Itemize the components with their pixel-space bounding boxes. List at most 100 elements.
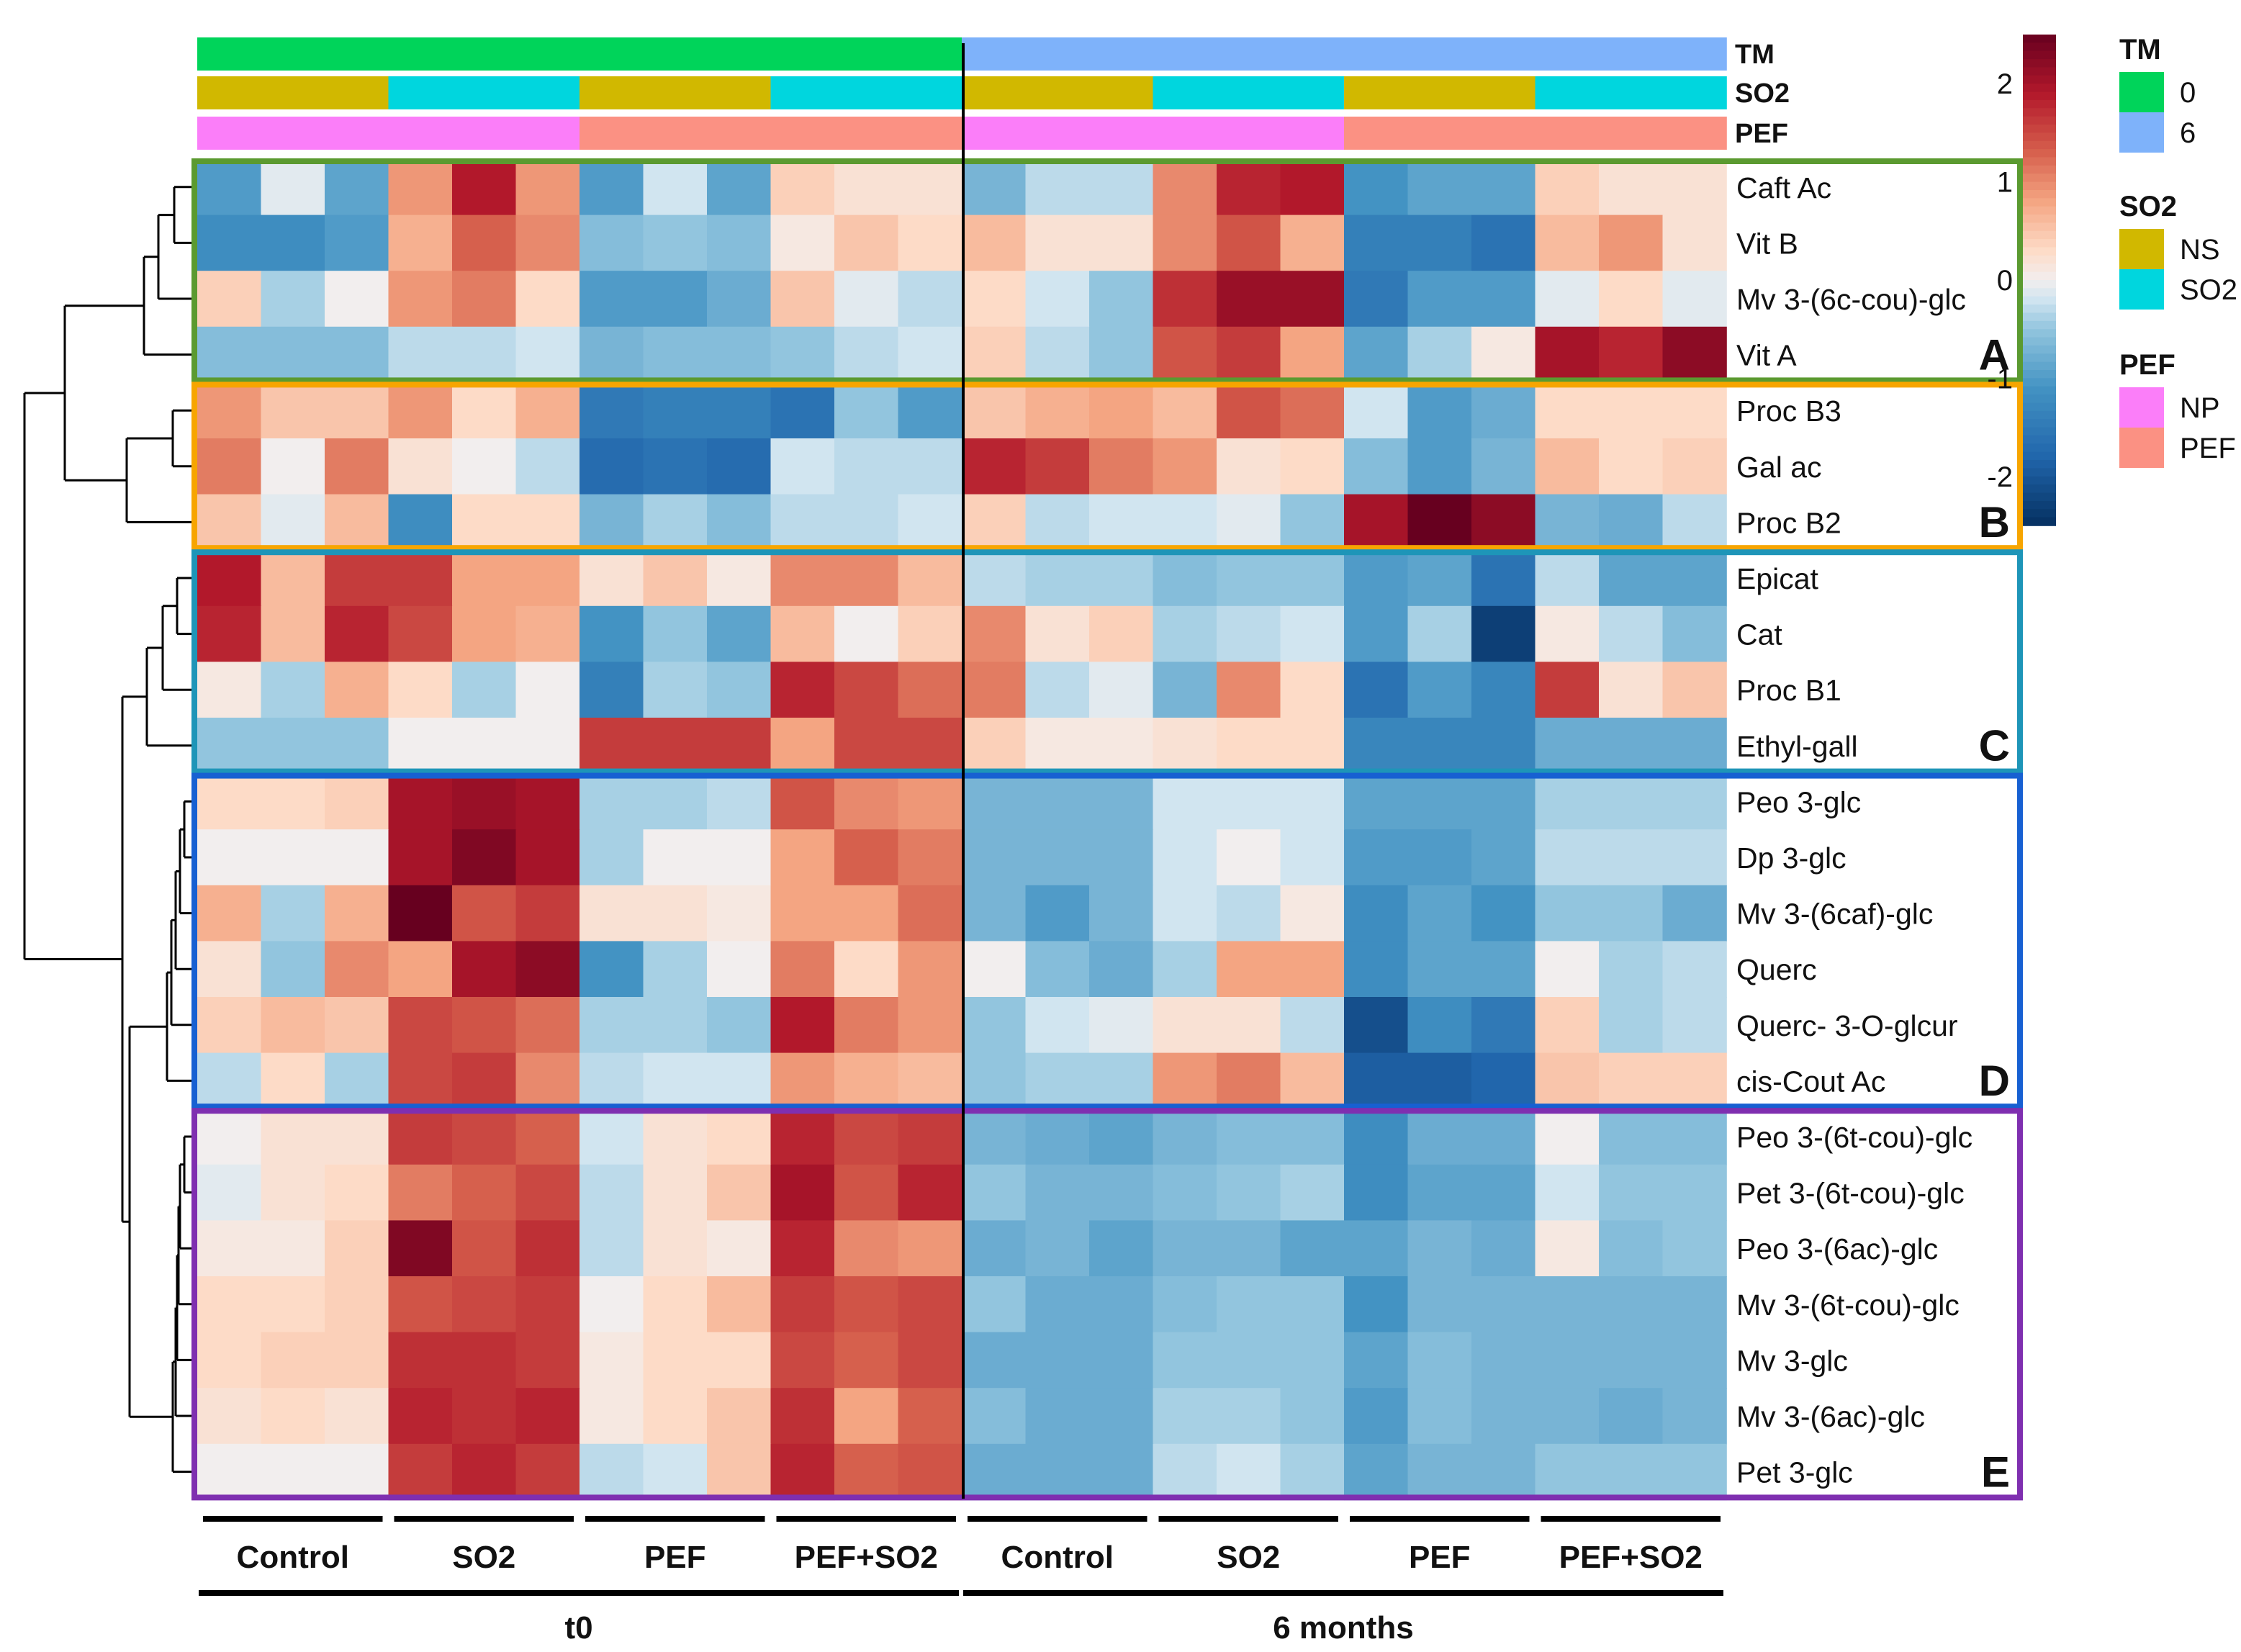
heatmap-cell: [1089, 1443, 1154, 1501]
heatmap-cell: [1089, 941, 1154, 998]
column-group-label: PEF+SO2: [795, 1540, 938, 1575]
heatmap-cell: [197, 997, 262, 1054]
color-scale-segment: [2023, 460, 2056, 469]
annotation-cell-pef: [834, 117, 899, 150]
color-scale-segment: [2023, 370, 2056, 379]
heatmap-cell: [834, 550, 899, 607]
heatmap-cell: [1535, 438, 1600, 495]
heatmap-cell: [1089, 382, 1154, 439]
heatmap-cell: [962, 1443, 1027, 1501]
color-scale-segment: [2023, 419, 2056, 428]
heatmap-cell: [1407, 1109, 1472, 1165]
heatmap-cell: [580, 1220, 644, 1277]
heatmap-cell: [515, 550, 580, 607]
heatmap-cell: [1153, 829, 1217, 886]
heatmap-cell: [1599, 550, 1664, 607]
row-label: Vit A: [1736, 339, 1797, 372]
heatmap-cell: [643, 1276, 708, 1333]
heatmap-cell: [1662, 605, 1727, 663]
legend-label: 0: [2180, 77, 2196, 109]
heatmap-cell: [1662, 1220, 1727, 1277]
heatmap-cell: [261, 271, 325, 328]
heatmap-cell: [261, 1276, 325, 1333]
heatmap-cell: [962, 382, 1027, 439]
heatmap-cell: [643, 718, 708, 775]
heatmap-cell: [580, 1052, 644, 1109]
heatmap-cell: [1599, 1109, 1664, 1165]
heatmap-cell: [388, 271, 453, 328]
heatmap-cell: [834, 885, 899, 942]
heatmap-cell: [1089, 1220, 1154, 1277]
heatmap-cell: [1407, 1220, 1472, 1277]
heatmap-cell: [580, 1443, 644, 1501]
heatmap-cell: [261, 997, 325, 1054]
heatmap-cell: [1153, 773, 1217, 830]
annotation-cell-tm: [1280, 37, 1345, 71]
heatmap-cell: [1662, 215, 1727, 271]
heatmap-cell: [1599, 829, 1664, 886]
heatmap-cell: [1089, 1332, 1154, 1389]
heatmap-cell: [1025, 1443, 1090, 1501]
heatmap-cell: [1599, 718, 1664, 775]
color-scale-segment: [2023, 296, 2056, 305]
heatmap-cell: [1471, 159, 1536, 216]
heatmap-cell: [834, 662, 899, 718]
heatmap-cell: [197, 941, 262, 998]
color-scale-segment: [2023, 35, 2056, 44]
color-scale-segment: [2023, 394, 2056, 404]
heatmap-cell: [1153, 1276, 1217, 1333]
row-label: Cat: [1736, 618, 1782, 651]
heatmap-cell: [515, 1276, 580, 1333]
heatmap-cell: [1153, 550, 1217, 607]
heatmap-cell: [1662, 271, 1727, 328]
heatmap-cell: [1217, 773, 1281, 830]
heatmap-cell: [452, 718, 517, 775]
heatmap-cell: [643, 941, 708, 998]
heatmap-cell: [1662, 382, 1727, 439]
annotation-cell-so2: [1662, 76, 1727, 109]
heatmap-cell: [1662, 941, 1727, 998]
heatmap-cell: [1089, 494, 1154, 551]
row-label: Querc: [1736, 953, 1817, 986]
color-scale-segment: [2023, 83, 2056, 93]
heatmap-cell: [898, 1220, 962, 1277]
heatmap-cell: [580, 550, 644, 607]
annotation-cell-pef: [580, 117, 644, 150]
heatmap-cell: [898, 1443, 962, 1501]
heatmap-cell: [261, 773, 325, 830]
heatmap-cell: [1217, 159, 1281, 216]
heatmap-cell: [1280, 438, 1345, 495]
color-scale-segment: [2023, 50, 2056, 60]
heatmap-cell: [707, 1332, 772, 1389]
heatmap-cell: [1662, 1388, 1727, 1445]
color-scale-segment: [2023, 230, 2056, 240]
heatmap-cell: [452, 271, 517, 328]
heatmap-cell: [643, 1164, 708, 1222]
heatmap-cell: [388, 997, 453, 1054]
heatmap-cell: [1217, 550, 1281, 607]
heatmap-cell: [898, 438, 962, 495]
heatmap-cell: [643, 1332, 708, 1389]
annotation-cell-tm: [580, 37, 644, 71]
heatmap-cell: [1344, 773, 1409, 830]
row-label: Dp 3-glc: [1736, 841, 1847, 875]
heatmap-cell: [1407, 326, 1472, 384]
row-label: Mv 3-(6caf)-glc: [1736, 898, 1933, 931]
annotation-cell-tm: [261, 37, 325, 71]
annotation-cell-pef: [325, 117, 389, 150]
row-label: Mv 3-(6ac)-glc: [1736, 1400, 1925, 1433]
annotation-cell-pef: [1280, 117, 1345, 150]
heatmap-cell: [1407, 438, 1472, 495]
annotation-cell-pef: [1471, 117, 1536, 150]
heatmap-cell: [452, 159, 517, 216]
annotation-cell-so2: [834, 76, 899, 109]
heatmap-cell: [643, 773, 708, 830]
heatmap-cell: [962, 326, 1027, 384]
color-scale-segment: [2023, 476, 2056, 485]
heatmap-cell: [1662, 1443, 1727, 1501]
heatmap-cell: [1025, 605, 1090, 663]
heatmap-cell: [388, 1220, 453, 1277]
heatmap-cell: [1153, 718, 1217, 775]
heatmap-cell: [515, 1332, 580, 1389]
heatmap-cell: [1089, 997, 1154, 1054]
